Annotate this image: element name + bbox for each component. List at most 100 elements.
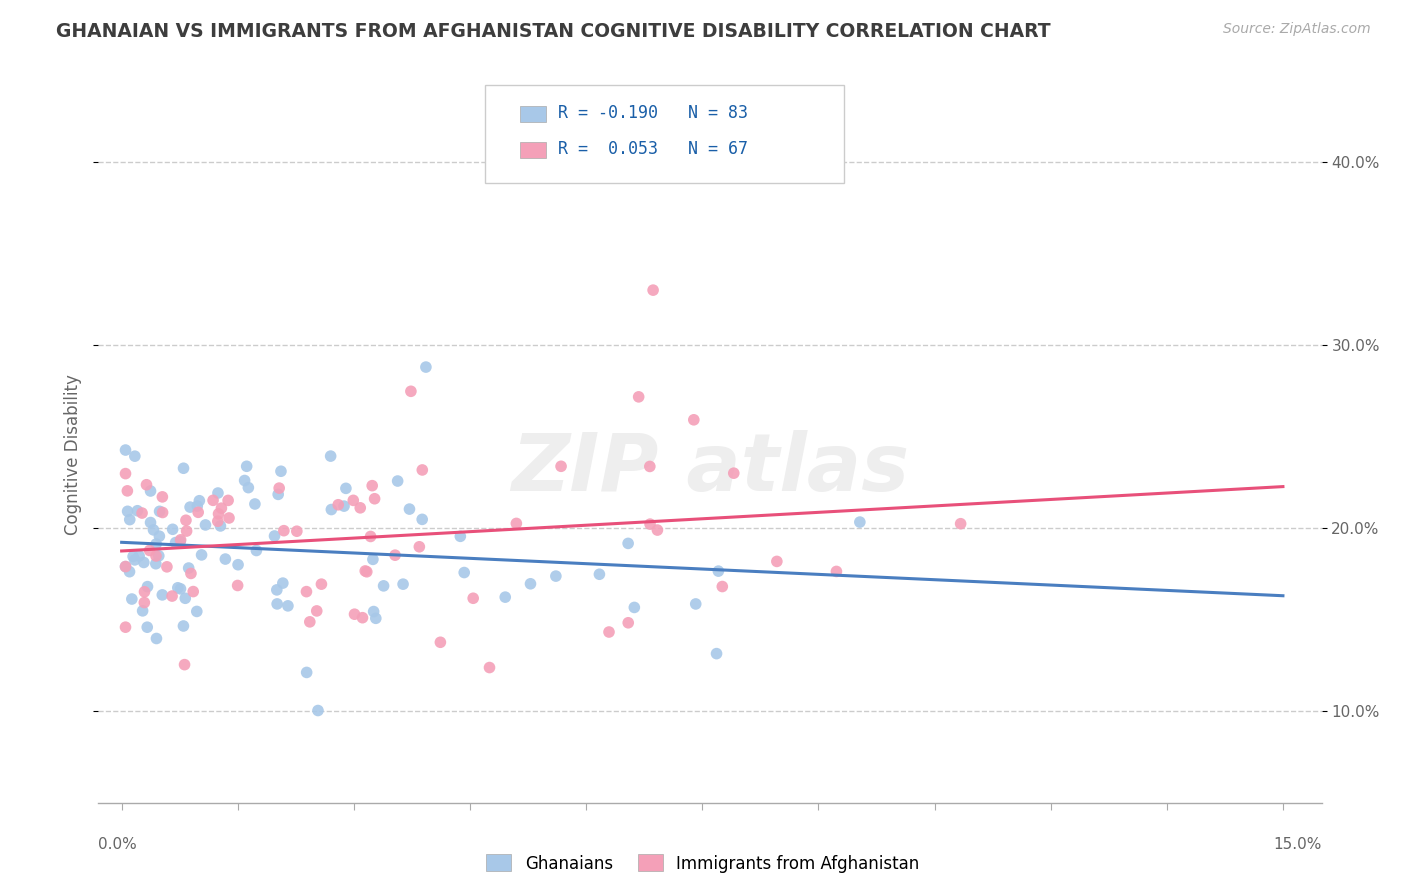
Point	[463, 591, 485, 606]
Point	[319, 449, 342, 463]
Point	[217, 493, 239, 508]
Point	[131, 506, 153, 520]
Point	[267, 487, 290, 501]
Point	[849, 515, 872, 529]
Point	[188, 493, 211, 508]
Point	[398, 502, 420, 516]
Point	[169, 533, 191, 547]
Point	[117, 504, 139, 518]
Point	[127, 504, 149, 518]
Point	[335, 481, 357, 495]
Point	[176, 524, 198, 538]
Point	[243, 497, 266, 511]
Point	[245, 543, 267, 558]
Point	[643, 283, 665, 297]
Point	[156, 559, 179, 574]
Point	[638, 517, 661, 532]
Point	[271, 576, 294, 591]
Point	[270, 464, 292, 478]
Point	[136, 620, 159, 634]
Text: 15.0%: 15.0%	[1274, 837, 1322, 852]
Point	[145, 557, 167, 571]
Point	[766, 554, 789, 568]
Point	[186, 499, 208, 513]
Point	[349, 500, 371, 515]
Point	[132, 556, 155, 570]
Text: GHANAIAN VS IMMIGRANTS FROM AFGHANISTAN COGNITIVE DISABILITY CORRELATION CHART: GHANAIAN VS IMMIGRANTS FROM AFGHANISTAN …	[56, 22, 1050, 41]
Point	[174, 513, 197, 527]
Point	[544, 569, 567, 583]
Point	[478, 660, 501, 674]
Point	[411, 512, 433, 526]
Point	[187, 505, 209, 519]
Point	[114, 443, 136, 458]
Point	[174, 591, 197, 606]
Point	[142, 523, 165, 537]
Point	[373, 579, 395, 593]
Point	[136, 580, 159, 594]
Point	[392, 577, 415, 591]
Point	[384, 548, 406, 562]
Point	[617, 615, 640, 630]
Point	[949, 516, 972, 531]
Point	[177, 561, 200, 575]
Point	[266, 582, 288, 597]
Point	[194, 517, 217, 532]
Point	[311, 577, 333, 591]
Point	[145, 632, 167, 646]
Point	[172, 619, 194, 633]
Point	[298, 615, 321, 629]
Point	[494, 590, 516, 604]
Point	[218, 511, 240, 525]
Point	[114, 559, 136, 574]
Point	[411, 463, 433, 477]
Point	[139, 483, 162, 498]
Point	[173, 461, 195, 475]
Point	[723, 466, 745, 480]
Point	[162, 522, 184, 536]
Point	[307, 704, 329, 718]
Point	[135, 477, 157, 491]
Point	[152, 506, 174, 520]
Point	[160, 589, 183, 603]
Point	[588, 567, 610, 582]
Point	[150, 490, 173, 504]
Point	[361, 552, 384, 566]
Point	[149, 504, 172, 518]
Text: R = -0.190   N = 83: R = -0.190 N = 83	[558, 104, 748, 122]
Point	[145, 549, 167, 563]
Point	[647, 523, 669, 537]
Point	[138, 543, 160, 558]
Point	[449, 529, 471, 543]
Point	[166, 581, 188, 595]
Point	[429, 635, 451, 649]
Point	[266, 597, 288, 611]
Point	[114, 559, 136, 574]
Point	[399, 384, 422, 399]
Point	[233, 474, 256, 488]
Point	[342, 493, 364, 508]
Point	[181, 584, 204, 599]
Point	[173, 657, 195, 672]
Point	[186, 604, 208, 618]
Point	[638, 459, 661, 474]
Point	[169, 534, 191, 549]
Point	[207, 507, 229, 521]
Point	[387, 474, 409, 488]
Point	[685, 597, 707, 611]
Point	[453, 566, 475, 580]
Point	[209, 519, 232, 533]
Point	[214, 552, 236, 566]
Point	[134, 584, 156, 599]
Point	[356, 565, 378, 579]
Point	[117, 483, 139, 498]
Point	[408, 540, 430, 554]
Point	[235, 459, 257, 474]
Point	[118, 565, 141, 579]
Point	[333, 499, 356, 513]
Point	[707, 564, 730, 578]
Point	[190, 548, 212, 562]
Point	[122, 549, 145, 564]
Point	[114, 467, 136, 481]
Point	[263, 529, 285, 543]
